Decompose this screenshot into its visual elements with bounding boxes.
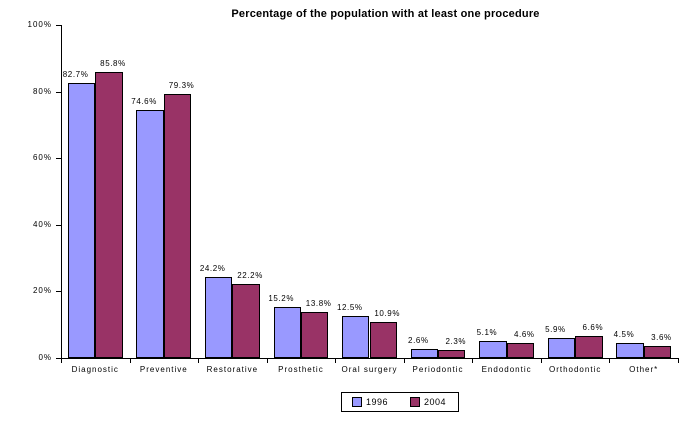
- y-tick-label: 40%: [32, 219, 52, 229]
- bar-2004-diagnostic: [95, 72, 123, 358]
- y-tick: [56, 291, 61, 293]
- x-tick: [403, 358, 405, 363]
- bar-2004-oral-surgery: [369, 321, 397, 358]
- bar-value-label: 15.2%: [268, 294, 295, 304]
- x-category-label: Prosthetic: [278, 365, 324, 374]
- bar-value-label: 79.3%: [168, 80, 195, 90]
- x-tick: [61, 358, 62, 363]
- x-category-label: Diagnostic: [71, 365, 119, 374]
- legend-label: 2004: [424, 397, 447, 407]
- x-category-label: Restorative: [206, 365, 259, 374]
- x-category-label: Periodontic: [412, 365, 464, 374]
- y-tick-label: 100%: [27, 20, 52, 29]
- legend-item-1996: 1996: [352, 397, 388, 407]
- legend-swatch-1996: [352, 397, 362, 407]
- bar-value-label: 10.9%: [374, 308, 401, 318]
- y-tick: [56, 224, 61, 226]
- y-tick-label: 60%: [32, 153, 52, 163]
- bar-value-label: 4.5%: [613, 330, 635, 339]
- bar-value-label: 5.1%: [476, 328, 498, 338]
- bar-value-label: 22.2%: [237, 271, 263, 281]
- bar-1996-other-: [616, 343, 644, 358]
- bar-value-label: 74.6%: [131, 96, 157, 106]
- bar-value-label: 6.6%: [582, 323, 604, 333]
- bar-1996-preventive: [136, 109, 164, 358]
- x-tick: [609, 358, 611, 363]
- bar-value-label: 85.8%: [100, 59, 126, 69]
- bar-1996-diagnostic: [67, 82, 96, 358]
- bar-value-label: 82.7%: [62, 69, 89, 79]
- x-category-label: Orthodontic: [548, 365, 602, 374]
- legend-label: 1996: [366, 397, 389, 407]
- bar-value-label: 5.9%: [545, 325, 566, 335]
- x-category-label: Preventive: [139, 365, 188, 374]
- bar-1996-prosthetic: [273, 307, 301, 358]
- bar-1996-restorative: [204, 277, 233, 358]
- y-tick: [56, 91, 61, 93]
- x-tick: [678, 358, 679, 363]
- x-tick: [129, 358, 131, 363]
- bar-2004-endodontic: [506, 342, 535, 358]
- y-tick-label: 0%: [38, 353, 52, 362]
- y-tick: [56, 158, 61, 160]
- x-tick: [540, 358, 542, 363]
- bar-value-label: 24.2%: [199, 264, 226, 274]
- bar-value-label: 3.6%: [651, 333, 672, 342]
- bar-value-label: 12.5%: [336, 303, 363, 313]
- bar-2004-preventive: [163, 93, 192, 358]
- x-category-label: Endodontic: [481, 365, 532, 374]
- y-tick: [56, 25, 61, 26]
- bar-1996-oral-surgery: [342, 316, 370, 358]
- y-axis: [61, 25, 62, 358]
- y-tick-label: 80%: [32, 86, 52, 96]
- bar-value-label: 2.3%: [445, 337, 467, 347]
- bar-value-label: 13.8%: [305, 299, 332, 309]
- bar-2004-restorative: [232, 284, 260, 358]
- x-axis: [61, 358, 679, 359]
- x-category-label: Oral surgery: [341, 365, 398, 374]
- bar-value-label: 2.6%: [408, 336, 429, 346]
- chart-title: Percentage of the population with at lea…: [231, 8, 540, 20]
- bar-1996-orthodontic: [547, 338, 576, 358]
- x-category-label: Other*: [629, 365, 659, 374]
- y-tick-label: 20%: [32, 286, 52, 296]
- legend-swatch-2004: [410, 397, 421, 407]
- bar-2004-orthodontic: [575, 336, 603, 358]
- x-tick: [335, 358, 337, 363]
- bar-1996-periodontic: [410, 349, 439, 358]
- bar-2004-periodontic: [438, 350, 466, 358]
- legend-item-2004: 2004: [410, 397, 446, 407]
- legend: 1996 2004: [341, 392, 460, 412]
- x-tick: [198, 358, 200, 363]
- bar-value-label: 4.6%: [513, 329, 535, 339]
- bar-2004-prosthetic: [300, 312, 329, 358]
- y-tick: [56, 358, 61, 359]
- bar-1996-endodontic: [479, 341, 507, 358]
- bar-2004-other-: [643, 346, 672, 358]
- x-tick: [266, 358, 268, 363]
- x-tick: [472, 358, 474, 363]
